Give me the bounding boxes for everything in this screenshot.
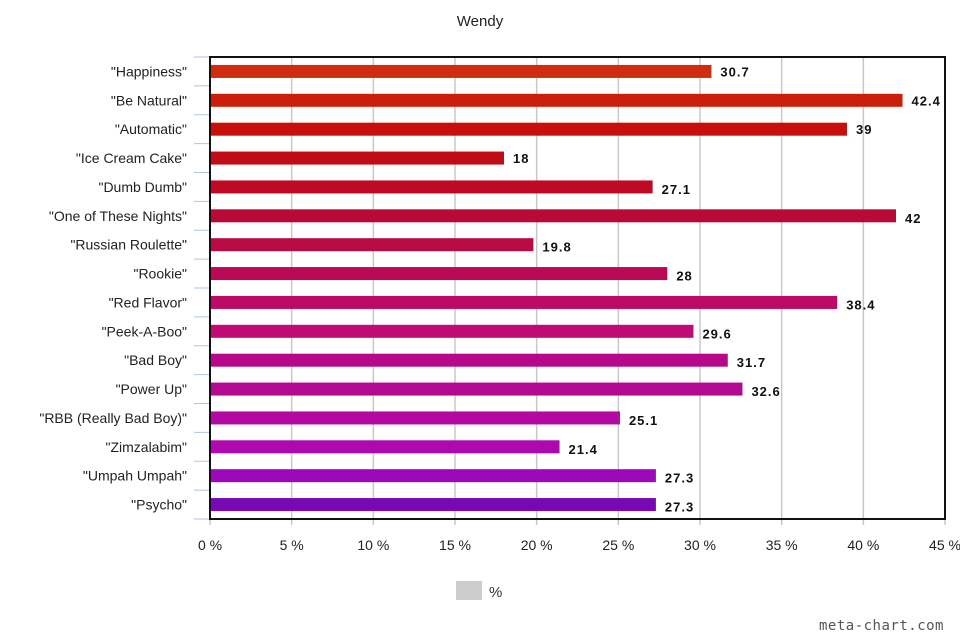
bar [210, 440, 560, 454]
category-label: "Psycho" [131, 497, 187, 513]
plot-frame [209, 56, 946, 520]
data-label: 18 [513, 151, 529, 166]
category-label: "Happiness" [111, 63, 187, 79]
bar [210, 353, 728, 367]
x-axis-ticks: 0 % 5 % 10 % 15 % 20 % 25 % 30 % 35 % 40 % 45 % [198, 537, 960, 553]
data-label: 28 [676, 269, 692, 284]
data-label: 25.1 [629, 413, 658, 428]
bar [210, 411, 620, 425]
x-tick-label: 20 % [521, 537, 553, 553]
data-label: 27.1 [662, 182, 691, 197]
bar [210, 64, 712, 78]
category-label: "Power Up" [116, 381, 187, 397]
data-label: 27.3 [665, 471, 694, 486]
category-label: "Russian Roulette" [70, 237, 187, 253]
category-label: "One of These Nights" [49, 208, 187, 224]
category-label: "Umpah Umpah" [83, 468, 187, 484]
bar [210, 209, 896, 223]
legend-label: % [489, 584, 502, 601]
data-label: 32.6 [751, 384, 780, 399]
data-label: 42.4 [912, 93, 941, 108]
category-label: "Zimzalabim" [105, 439, 187, 455]
category-label: "Ice Cream Cake" [76, 150, 187, 166]
category-labels: "Happiness" "Be Natural" "Automatic" "Ice C… [39, 63, 187, 512]
bars [210, 64, 903, 512]
category-label: "Peek-A-Boo" [102, 323, 187, 339]
x-tick-label: 5 % [280, 537, 304, 553]
bar [210, 295, 838, 309]
data-label: 19.8 [542, 240, 571, 255]
data-label: 30.7 [720, 64, 749, 79]
category-label: "Bad Boy" [124, 352, 187, 368]
data-label: 31.7 [737, 355, 766, 370]
category-label: "Automatic" [115, 121, 187, 137]
data-label: 38.4 [846, 297, 875, 312]
value-labels: 30.7 42.4 39 18 27.1 42 19.8 28 38.4 29.6 31.7 32.6… [513, 64, 941, 515]
bar [210, 498, 656, 512]
bar [210, 151, 504, 165]
x-tick-label: 25 % [602, 537, 634, 553]
x-tick-label: 35 % [766, 537, 798, 553]
bar [210, 324, 694, 338]
bar [210, 93, 903, 107]
legend-swatch [456, 581, 482, 600]
category-label: "Red Flavor" [109, 294, 187, 310]
bar [210, 238, 534, 252]
bar [210, 180, 653, 194]
data-label: 29.6 [702, 326, 731, 341]
category-label: "Rookie" [133, 266, 187, 282]
bar [210, 382, 743, 396]
legend: % [456, 581, 502, 601]
category-label: "Dumb Dumb" [98, 179, 187, 195]
watermark: meta-chart.com [818, 618, 944, 634]
chart-title: Wendy [457, 13, 504, 30]
x-tick-label: 15 % [439, 537, 471, 553]
x-tick-label: 45 % [929, 537, 960, 553]
data-label: 42 [905, 211, 921, 226]
x-tick-label: 10 % [357, 537, 389, 553]
data-label: 27.3 [665, 500, 694, 515]
data-label: 39 [856, 122, 872, 137]
x-tick-label: 30 % [684, 537, 716, 553]
bar [210, 469, 656, 483]
bar [210, 267, 668, 281]
category-label: "RBB (Really Bad Boy)" [39, 410, 187, 426]
x-tick-label: 40 % [847, 537, 879, 553]
data-label: 21.4 [569, 442, 598, 457]
category-label: "Be Natural" [111, 92, 187, 108]
x-tick-label: 0 % [198, 537, 222, 553]
bar [210, 122, 847, 136]
